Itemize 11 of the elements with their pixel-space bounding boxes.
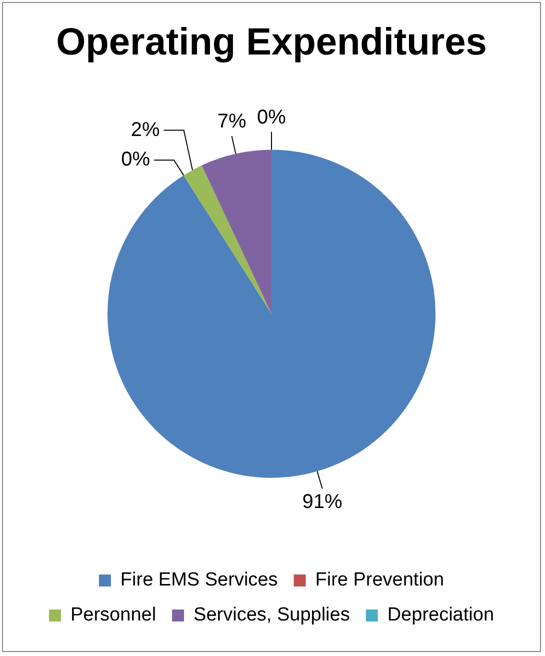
data-label: 2%: [130, 118, 160, 141]
data-label: 7%: [217, 110, 246, 133]
data-label: 91%: [302, 491, 343, 514]
legend-label: Personnel: [70, 604, 156, 626]
text: 0%: [121, 148, 150, 171]
text: 0%: [257, 106, 286, 128]
legend-label: Depreciation: [387, 604, 494, 626]
legend-label: Fire EMS Services: [120, 570, 278, 591]
chart-title: Operating Expenditures: [56, 21, 487, 64]
legend-label: Fire Prevention: [315, 570, 444, 591]
legend-label: Services, Supplies: [194, 604, 350, 626]
